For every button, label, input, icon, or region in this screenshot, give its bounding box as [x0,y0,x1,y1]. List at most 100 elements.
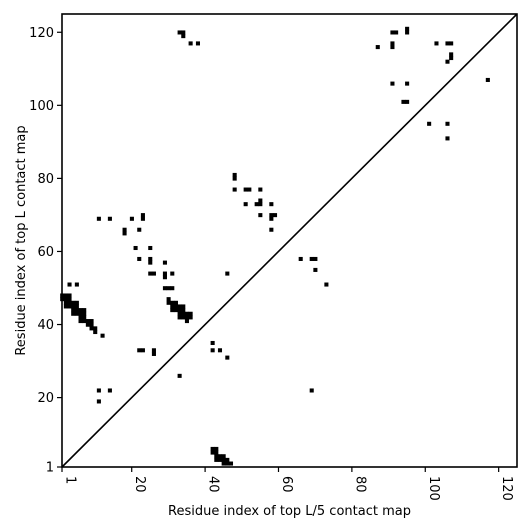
contact-point [272,213,278,218]
contact-point [67,304,72,309]
contact-point [394,30,399,35]
contact-point [170,308,175,313]
contact-point [107,216,112,221]
contact-point [166,297,171,302]
contact-point [170,271,175,276]
contact-point [232,176,237,181]
contact-point [184,319,189,324]
contact-point [217,348,223,353]
contact-point [221,461,226,466]
contact-point [243,202,248,207]
contact-point [184,315,189,320]
contact-point [170,304,175,309]
contact-point [225,271,230,276]
contact-point [181,34,186,39]
contact-point [173,304,178,309]
contact-point [140,213,145,218]
contact-point [445,121,450,126]
contact-point [449,41,454,46]
contact-point [78,311,83,316]
contact-point [375,45,380,50]
contact-point [140,216,145,221]
contact-point [405,26,410,31]
contact-point [177,311,182,316]
contact-point [151,271,156,276]
contact-point [195,41,200,46]
contact-point [181,30,186,35]
contact-point [188,315,193,320]
plot-frame [61,13,518,468]
contact-point [82,311,87,316]
contact-point [258,187,263,192]
contact-point [67,282,72,287]
contact-point [89,319,94,324]
contact-point [140,348,145,353]
contact-point [269,202,274,207]
contact-point [71,304,76,309]
contact-point [74,282,79,287]
contact-point [162,260,167,265]
y-tick-label: 60 [37,245,54,260]
contact-point [122,231,127,236]
contact-point [214,457,219,462]
contact-point [162,286,167,291]
contact-point [181,304,186,309]
contact-point [221,454,226,459]
contact-point [82,319,87,324]
contact-point [390,81,395,86]
contact-point [93,326,98,331]
x-axis-ticks: 1 20 40 60 80 100 120 [61,467,514,501]
contact-point [74,311,79,316]
contact-point [405,81,410,86]
x-tick-label: 1 [63,476,78,484]
contact-point [67,297,72,302]
contact-point [228,461,234,466]
contact-point [148,271,153,276]
contact-point [63,300,68,305]
contact-point [63,304,68,309]
contact-point [162,271,167,276]
contact-point [71,311,76,316]
contact-point [225,457,230,462]
contact-point [184,311,189,316]
contact-point [181,308,186,313]
x-axis-label: Residue index of top L/5 contact map [168,504,411,519]
contact-point [390,41,395,46]
contact-point [390,45,395,50]
contact-point [100,333,105,338]
contact-point [269,227,274,232]
contact-point [449,56,454,61]
contact-point [177,30,182,35]
contact-point [170,286,175,291]
contact-point [93,330,98,335]
contact-point [129,216,134,221]
contact-point [309,256,314,261]
contact-point [247,187,252,192]
contact-point [148,245,153,251]
contact-point [148,260,153,265]
contact-point [177,373,182,378]
contact-point [173,300,178,305]
contact-point [214,454,219,459]
contact-point [177,304,182,309]
contact-point [96,388,101,393]
contact-point [269,216,274,221]
y-axis-label: Residue index of top L contact map [14,125,29,355]
contact-point [96,399,101,404]
y-tick-label: 20 [37,391,54,406]
contact-point [309,388,314,393]
contact-point [214,446,219,451]
contact-point [188,41,193,46]
contact-point [74,308,79,313]
contact-point [313,267,318,272]
contact-point [170,300,175,305]
contact-point [210,348,215,353]
contact-point [390,30,395,35]
contact-point [405,30,410,35]
contact-point [137,227,142,232]
contact-point [225,461,230,466]
contact-point [449,52,454,57]
contact-point [67,293,72,298]
